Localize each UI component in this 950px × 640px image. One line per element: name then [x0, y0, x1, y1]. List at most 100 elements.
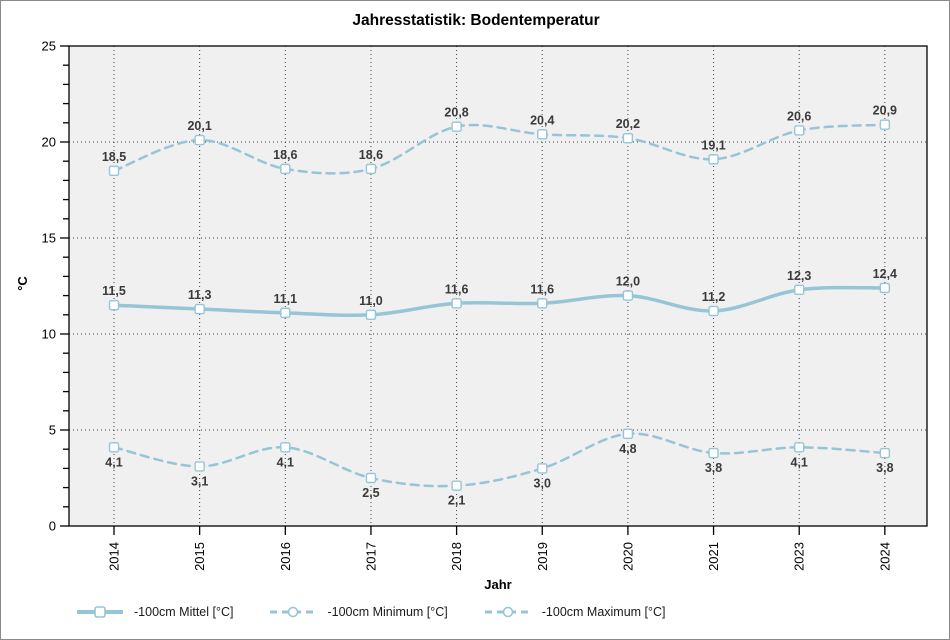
x-tick-label: 2014	[107, 542, 122, 571]
legend-sample-dashed-line-icon	[484, 606, 531, 618]
data-point-marker	[879, 282, 891, 294]
data-point-label: 2,1	[448, 494, 465, 508]
x-tick-label: 2018	[449, 542, 464, 571]
data-point-label: 4,1	[277, 455, 294, 469]
data-point-marker	[280, 307, 291, 319]
data-point-marker	[108, 165, 120, 177]
y-axis-ticks	[60, 45, 69, 527]
legend-item-maximum: -100cm Maximum [°C]	[484, 605, 666, 619]
legend-item-mittel: -100cm Mittel [°C]	[76, 605, 233, 619]
x-tick-label: 2023	[792, 542, 807, 571]
data-point-label: 19,1	[701, 138, 725, 152]
data-point-marker	[194, 461, 205, 472]
data-point-label: 11,2	[702, 290, 726, 304]
data-point-marker	[451, 121, 462, 132]
data-point-marker	[708, 154, 719, 165]
x-tick-label: 2019	[535, 542, 550, 571]
series-minimum: 4,1 3,1 4,1 2,5 2,1 3,0 4,8 3,8 4,1 3,8	[105, 428, 894, 508]
data-point-label: 4,1	[105, 455, 122, 469]
data-point-marker	[365, 163, 377, 175]
data-point-marker	[537, 298, 548, 309]
series-line	[112, 432, 887, 488]
y-tick-label: 15	[42, 231, 56, 246]
data-point-marker	[365, 309, 377, 320]
data-point-marker	[451, 298, 462, 309]
legend-label-minimum: -100cm Minimum [°C]	[327, 605, 448, 619]
data-point-label: 11,6	[530, 282, 554, 296]
x-tick-label: 2024	[877, 542, 892, 571]
data-point-label: 12,4	[873, 267, 897, 281]
data-point-label: 20,8	[444, 106, 468, 120]
data-point-label: 11,5	[102, 284, 126, 298]
legend-label-mittel: -100cm Mittel [°C]	[134, 605, 234, 619]
data-point-label: 12,3	[787, 269, 811, 283]
legend-sample-solid-line-icon	[77, 606, 123, 618]
data-point-marker	[622, 290, 634, 301]
data-point-marker	[879, 119, 891, 130]
data-point-label: 20,9	[873, 104, 897, 118]
plot-background	[69, 46, 927, 526]
y-tick-label: 20	[42, 135, 56, 150]
data-point-marker	[794, 284, 805, 296]
data-point-label: 18,6	[359, 148, 383, 162]
chart-title: Jahresstatistik: Bodentemperatur	[352, 12, 600, 29]
data-point-marker	[194, 134, 205, 146]
data-point-marker	[879, 447, 891, 459]
data-point-label: 11,0	[359, 294, 383, 308]
series-line	[112, 285, 887, 318]
data-point-label: 3,8	[705, 461, 722, 475]
data-point-label: 18,5	[102, 150, 126, 164]
data-point-label: 20,2	[616, 117, 640, 131]
data-point-marker	[194, 303, 205, 315]
x-tick-label: 2021	[706, 542, 721, 571]
data-point-label: 12,0	[616, 275, 640, 289]
x-axis-title: Jahr	[484, 577, 512, 592]
data-point-marker	[537, 129, 548, 140]
y-tick-label: 5	[49, 423, 56, 438]
legend-label-maximum: -100cm Maximum [°C]	[541, 605, 666, 619]
y-tick-label: 0	[49, 519, 56, 534]
x-axis-ticks	[113, 526, 886, 535]
data-point-label: 3,8	[876, 461, 893, 475]
data-point-label: 11,1	[273, 292, 297, 306]
legend-sample-dashed-line-icon	[270, 606, 317, 618]
y-tick-label: 25	[42, 39, 56, 54]
data-point-marker	[365, 472, 377, 484]
data-point-label: 20,4	[530, 113, 554, 127]
x-tick-label: 2015	[192, 542, 207, 571]
data-point-label: 4,1	[791, 455, 808, 469]
data-point-marker	[280, 163, 291, 175]
plot-border	[68, 45, 928, 527]
data-point-marker	[108, 442, 120, 453]
data-point-label: 11,6	[445, 282, 469, 296]
data-point-marker	[537, 463, 548, 474]
x-tick-label: 2020	[620, 542, 635, 571]
data-point-label: 20,6	[787, 109, 811, 123]
legend: -100cm Mittel [°C] -100cm Minimum [°C] -…	[76, 605, 666, 619]
data-point-marker	[622, 132, 634, 144]
data-point-marker	[708, 447, 719, 459]
data-point-label: 11,3	[188, 288, 212, 302]
series-line	[112, 123, 887, 175]
data-point-label: 20,1	[187, 119, 211, 133]
y-tick-label: 10	[42, 327, 56, 342]
data-point-marker	[708, 305, 719, 317]
data-point-label: 2,5	[362, 486, 379, 500]
data-point-label: 4,8	[619, 442, 636, 456]
series-mittel: 11,5 11,3 11,1 11,0 11,6 11,6 12,0 11,2 12,3 12,4	[102, 267, 897, 320]
data-point-label: 3,1	[191, 474, 208, 488]
data-point-label: 3,0	[534, 476, 551, 490]
data-point-marker	[280, 442, 291, 453]
data-point-marker	[108, 300, 120, 311]
data-point-label: 18,6	[273, 148, 297, 162]
data-point-marker	[794, 442, 805, 453]
data-point-marker	[451, 480, 462, 491]
series-maximum: 18,5 20,1 18,6 18,6 20,8 20,4 20,2 19,1 20,6 20,9	[102, 104, 897, 177]
x-tick-label: 2016	[278, 542, 293, 571]
y-axis-title: °C	[14, 276, 30, 291]
x-tick-label: 2017	[363, 542, 378, 571]
data-point-marker	[794, 125, 805, 136]
data-point-marker	[622, 428, 634, 440]
